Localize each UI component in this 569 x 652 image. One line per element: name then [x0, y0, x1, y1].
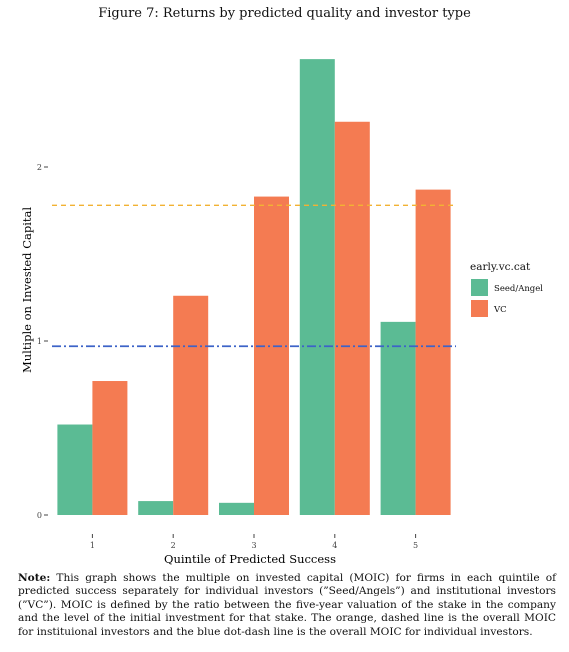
- x-axis-label: Quintile of Predicted Success: [164, 552, 336, 566]
- bar-vc-q5: [415, 189, 451, 515]
- legend-label-vc: VC: [493, 305, 507, 315]
- x-tick-label-3: 3: [251, 541, 256, 550]
- x-tick-label-2: 2: [171, 541, 176, 550]
- bar-seed-angel-q1: [57, 424, 93, 515]
- y-tick-label-0: 0: [37, 511, 42, 520]
- reference-lines-layer: [52, 204, 456, 348]
- legend: early.vc.cat Seed/Angel VC: [470, 261, 543, 317]
- legend-label-seed-angel: Seed/Angel: [494, 284, 543, 294]
- x-tick-label-4: 4: [332, 541, 337, 550]
- bar-seed-angel-q5: [380, 321, 416, 515]
- bar-seed-angel-q3: [219, 502, 254, 515]
- note-label: Note:: [18, 572, 51, 584]
- figure-title: Figure 7: Returns by predicted quality a…: [98, 6, 471, 21]
- bar-vc-q4: [334, 121, 370, 515]
- bar-vc-q2: [173, 295, 209, 515]
- y-axis-label: Multiple on Invested Capital: [20, 207, 34, 373]
- bar-vc-q1: [92, 381, 128, 515]
- bar-seed-angel-q4: [299, 59, 335, 516]
- figure-note: Note: This graph shows the multiple on i…: [18, 572, 556, 639]
- x-tick-label-5: 5: [413, 541, 418, 550]
- note-text: This graph shows the multiple on investe…: [18, 572, 556, 638]
- bar-chart: 0 1 2 1 2 3 4 5 early.vc.cat Seed/Angel VC Quinti…: [20, 59, 543, 566]
- bar-seed-angel-q2: [138, 501, 174, 515]
- bars-layer: [57, 59, 451, 516]
- legend-title: early.vc.cat: [470, 261, 531, 273]
- bar-vc-q3: [254, 196, 289, 515]
- y-tick-label-1: 1: [37, 337, 42, 346]
- legend-swatch-seed-angel: [471, 279, 488, 296]
- x-tick-label-1: 1: [90, 541, 95, 550]
- axes-layer: 0 1 2 1 2 3 4 5: [37, 163, 418, 550]
- y-tick-label-2: 2: [37, 163, 42, 172]
- legend-swatch-vc: [471, 300, 488, 317]
